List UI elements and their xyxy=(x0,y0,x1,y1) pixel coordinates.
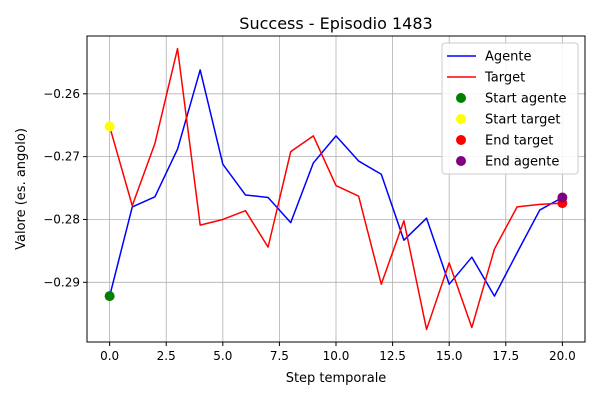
marker-start-agente xyxy=(104,291,115,302)
y-tick-label: −0.26 xyxy=(43,87,80,101)
y-tick-label: −0.27 xyxy=(43,150,80,164)
legend-label-end-target: End target xyxy=(485,134,553,149)
legend-swatch-start-agente xyxy=(456,93,466,103)
legend: Agente Target Start agente Start target End … xyxy=(441,42,579,175)
marker-start-target xyxy=(104,121,115,132)
legend-swatch-end-target xyxy=(456,135,466,145)
legend-swatch-start-target xyxy=(456,114,466,124)
x-axis-label: Step temporale xyxy=(286,371,387,386)
legend-label-target: Target xyxy=(484,71,525,86)
x-tick-label: 2.5 xyxy=(157,349,176,363)
x-tick-label: 15.0 xyxy=(436,349,463,363)
x-tick-label: 7.5 xyxy=(270,349,289,363)
legend-box xyxy=(441,42,579,175)
x-tick-label: 10.0 xyxy=(323,349,350,363)
x-tick-label: 5.0 xyxy=(213,349,232,363)
y-axis-ticks: −0.29 −0.28 −0.27 −0.26 xyxy=(43,87,87,289)
y-axis-label: Valore (es. angolo) xyxy=(14,128,29,250)
series-line-agente xyxy=(108,69,563,297)
legend-swatch-end-agente xyxy=(456,156,466,166)
legend-label-agente: Agente xyxy=(485,50,531,65)
y-tick-label: −0.29 xyxy=(43,275,80,289)
x-tick-label: 17.5 xyxy=(492,349,519,363)
x-axis-ticks: 0.0 2.5 5.0 7.5 10.0 12.5 15.0 17.5 20.0 xyxy=(100,342,576,363)
legend-label-end-agente: End agente xyxy=(485,155,559,170)
legend-label-start-target: Start target xyxy=(485,113,560,128)
x-tick-label: 20.0 xyxy=(549,349,576,363)
marker-end-agente xyxy=(557,192,568,203)
x-tick-label: 0.0 xyxy=(100,349,119,363)
series-line-target xyxy=(108,47,563,331)
x-tick-label: 12.5 xyxy=(379,349,406,363)
chart-title: Success - Episodio 1483 xyxy=(239,14,432,33)
grid xyxy=(87,36,585,342)
y-tick-label: −0.28 xyxy=(43,212,80,226)
legend-label-start-agente: Start agente xyxy=(485,92,566,107)
endpoint-markers xyxy=(104,121,568,302)
series-lines xyxy=(108,47,563,331)
